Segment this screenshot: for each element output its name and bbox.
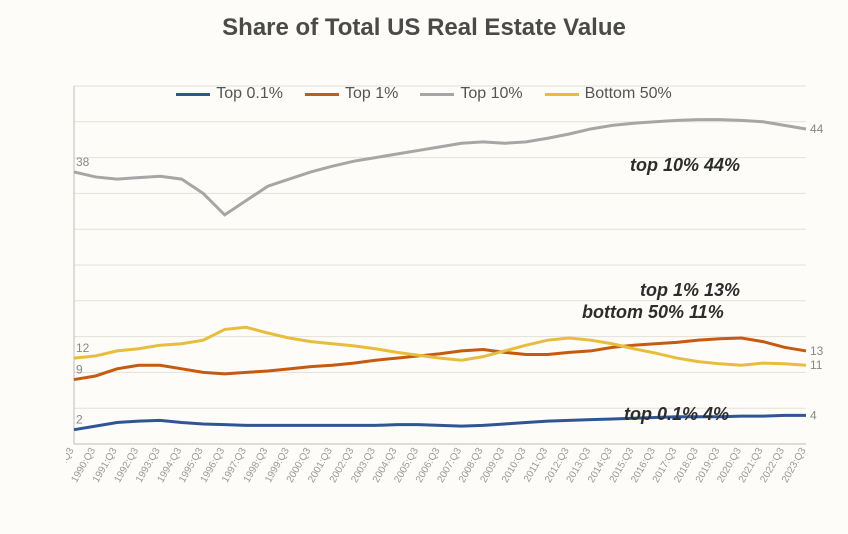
chart-title: Share of Total US Real Estate Value: [0, 14, 848, 42]
annotation-1: top 1% 13%: [640, 280, 740, 301]
series-end-label-bottom50: 11: [810, 358, 823, 372]
series-start-label-top01: 2: [76, 413, 83, 427]
annotation-2: bottom 50% 11%: [582, 302, 724, 323]
chart-container: Share of Total US Real Estate Value Top …: [0, 0, 848, 534]
annotation-0: top 10% 44%: [630, 155, 740, 176]
annotation-3: top 0.1% 4%: [624, 404, 729, 425]
gridlines: [74, 86, 806, 444]
series-start-label-top10: 38: [76, 155, 90, 169]
series-end-label-top10: 44: [810, 122, 824, 136]
series-end-label-top01: 4: [810, 408, 817, 422]
series-start-label-top1: 9: [76, 363, 83, 377]
series-start-label-bottom50: 12: [76, 341, 90, 355]
x-axis-ticks: 1989:Q31990:Q31991:Q31992:Q31993:Q31994:…: [66, 446, 809, 485]
series-line-bottom50: [74, 327, 806, 365]
series-end-label-top1: 13: [810, 344, 824, 358]
